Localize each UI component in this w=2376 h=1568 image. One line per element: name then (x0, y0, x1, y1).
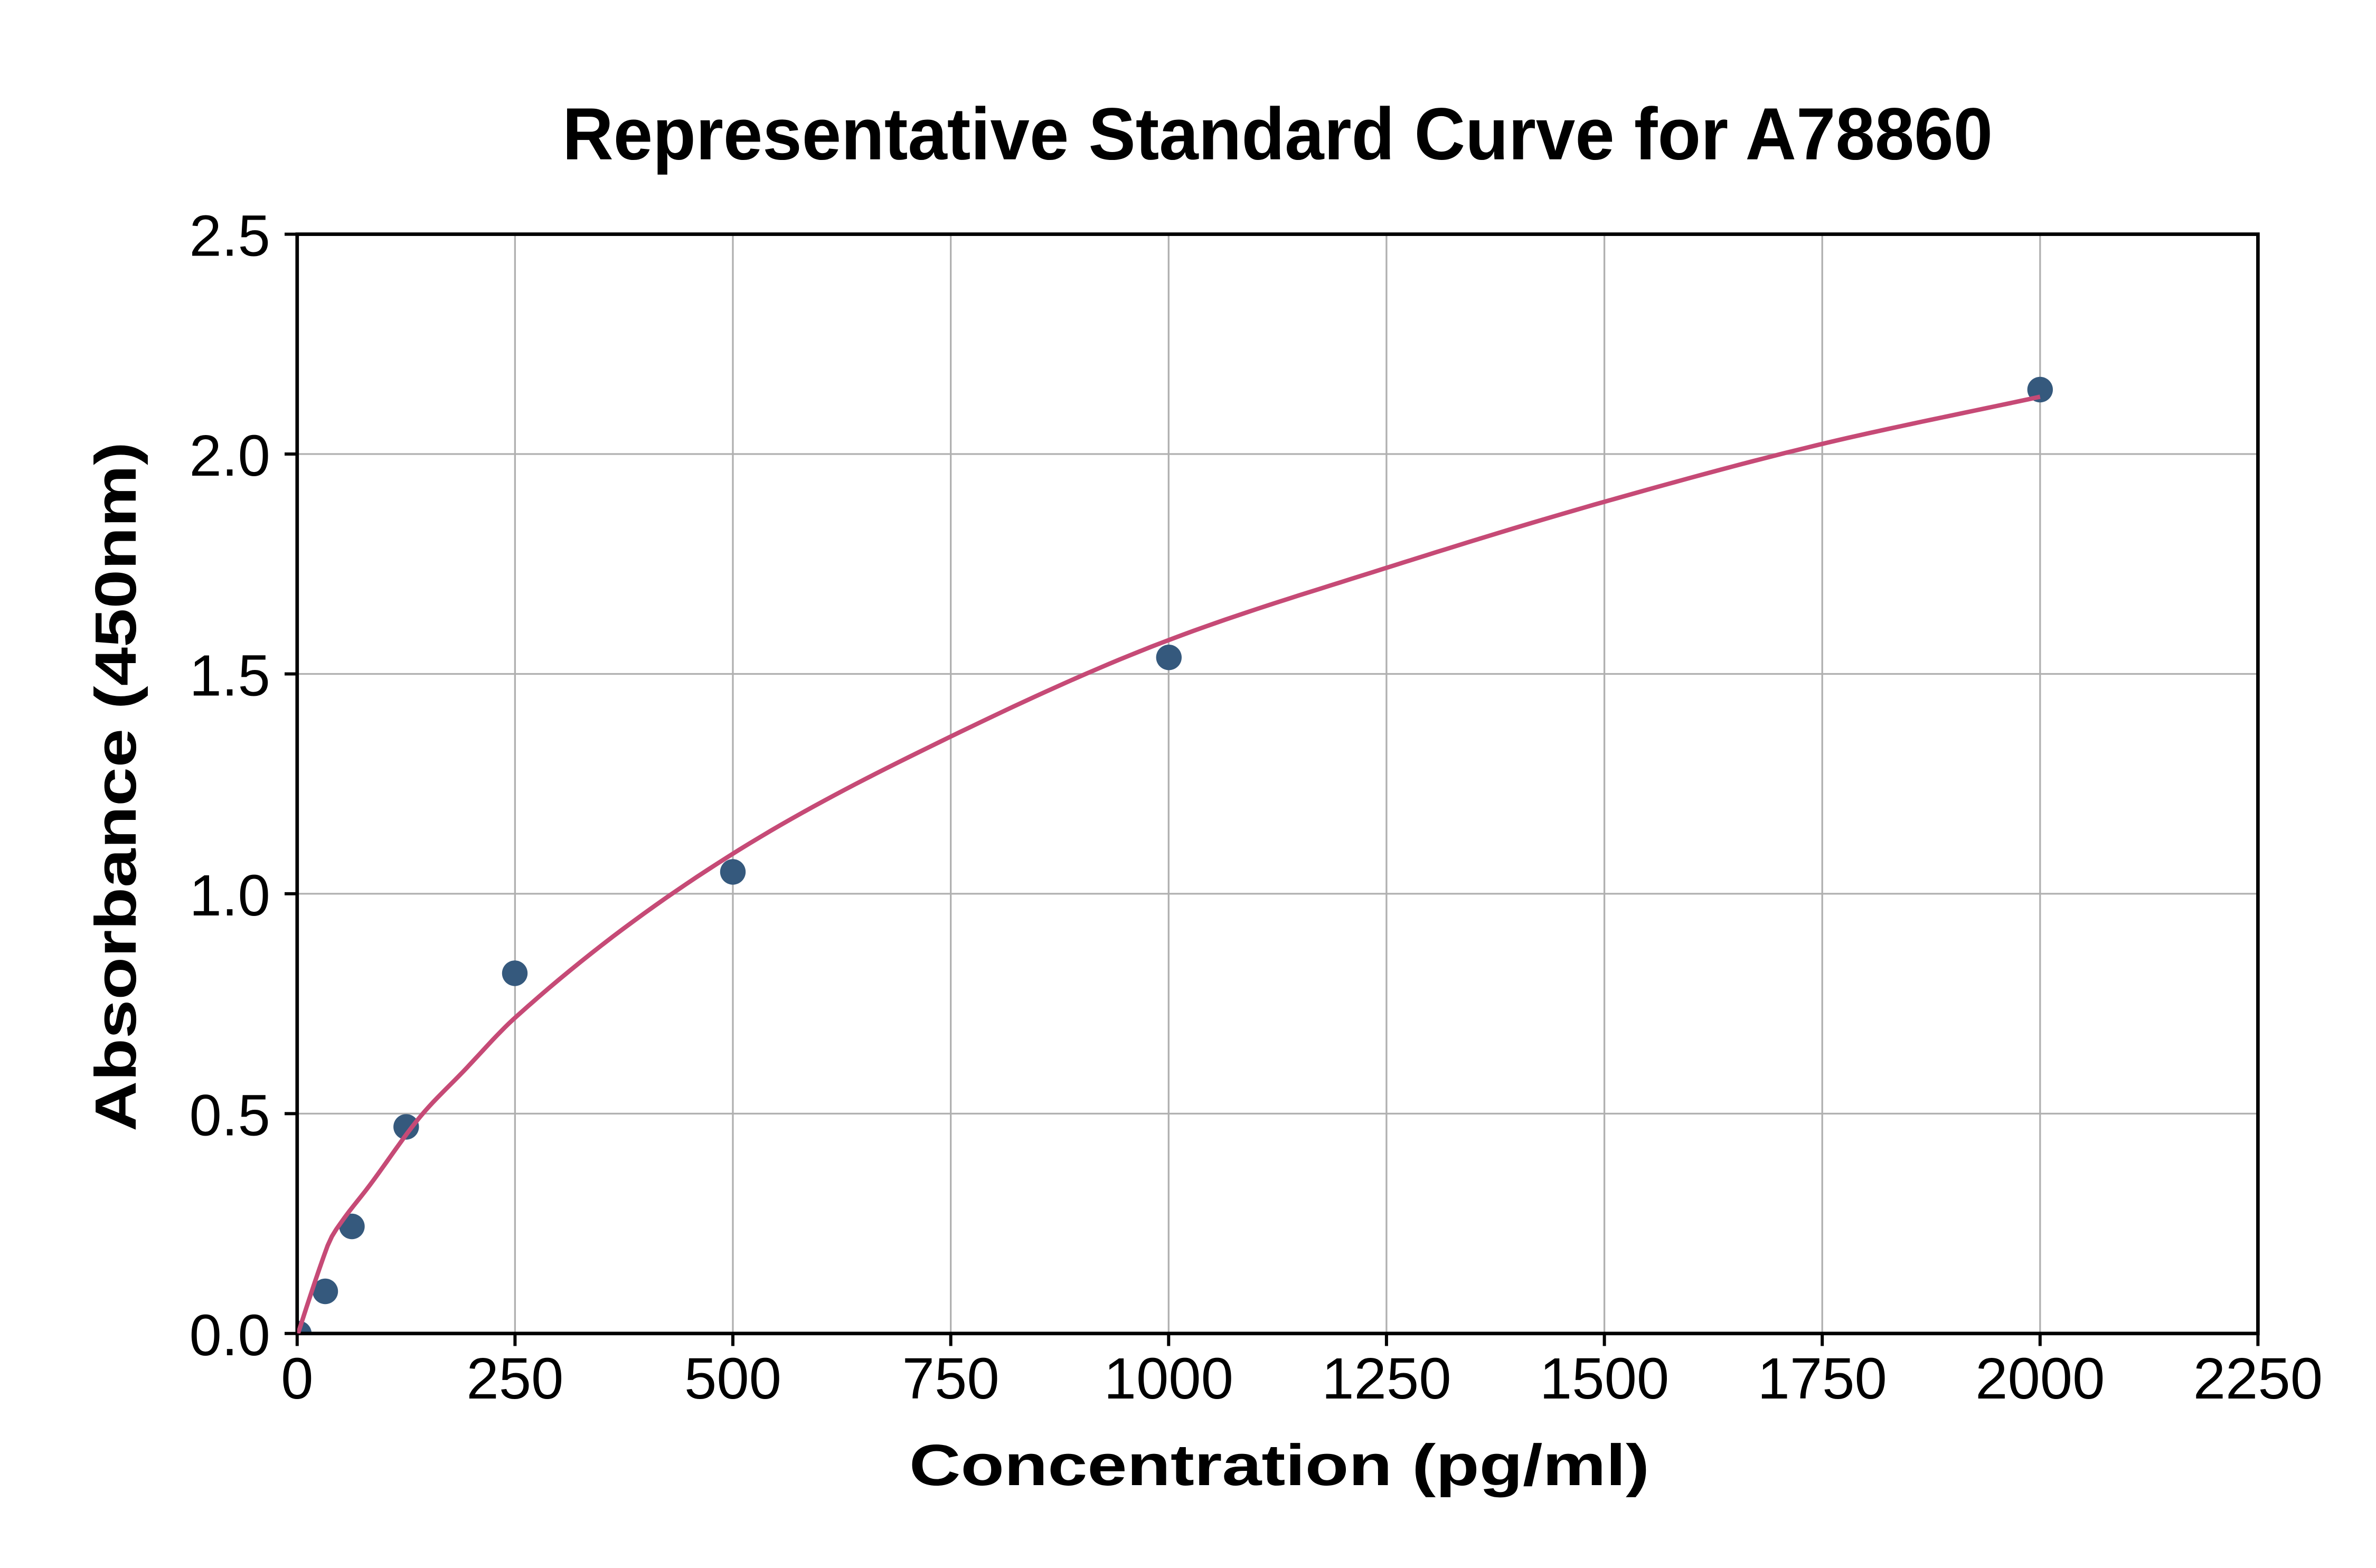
svg-text:1250: 1250 (1322, 1346, 1451, 1411)
svg-text:2250: 2250 (2193, 1346, 2323, 1411)
svg-text:750: 750 (902, 1346, 1000, 1411)
svg-text:1500: 1500 (1540, 1346, 1669, 1411)
svg-text:0: 0 (281, 1346, 313, 1411)
svg-text:250: 250 (466, 1346, 563, 1411)
svg-text:Concentration (pg/ml): Concentration (pg/ml) (909, 1433, 1649, 1498)
svg-text:1750: 1750 (1758, 1346, 1887, 1411)
svg-text:1.0: 1.0 (189, 863, 270, 928)
svg-text:0.0: 0.0 (189, 1303, 270, 1368)
svg-text:1.5: 1.5 (189, 644, 270, 709)
svg-text:500: 500 (684, 1346, 781, 1411)
svg-text:2.0: 2.0 (189, 423, 270, 488)
svg-text:Representative Standard Curve: Representative Standard Curve for A78860 (562, 92, 1993, 175)
svg-text:2000: 2000 (1975, 1346, 2105, 1411)
svg-text:Absorbance (450nm): Absorbance (450nm) (83, 442, 148, 1131)
svg-text:1000: 1000 (1104, 1346, 1233, 1411)
svg-text:2.5: 2.5 (189, 204, 270, 269)
svg-text:0.5: 0.5 (189, 1083, 270, 1148)
